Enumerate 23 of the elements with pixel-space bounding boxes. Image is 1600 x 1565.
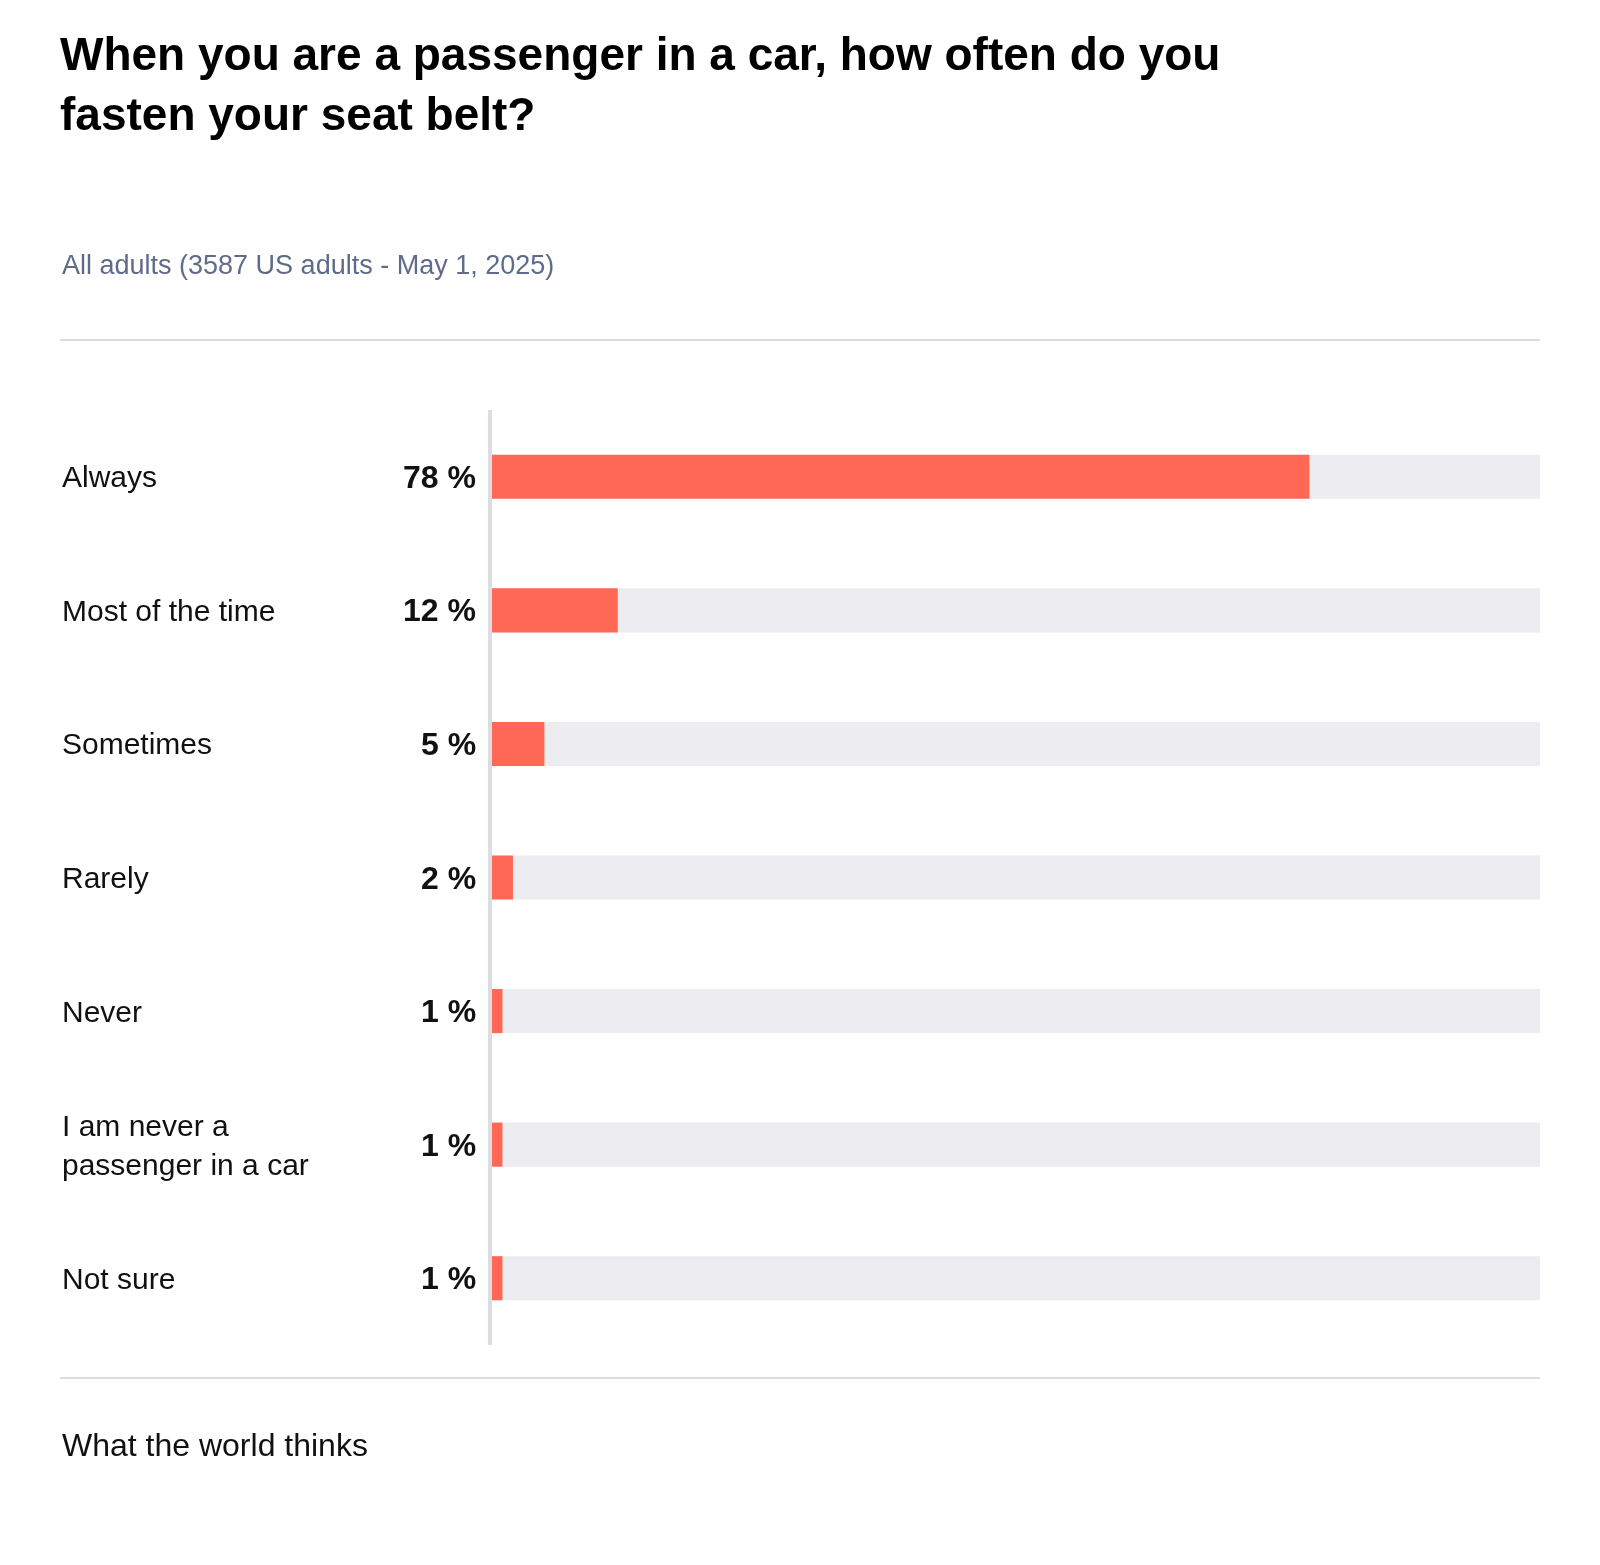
y-tick-label: I am never a passenger in a car	[62, 1109, 309, 1181]
bar	[492, 855, 513, 900]
data-label: 12 %	[403, 592, 476, 628]
y-tick-label: Sometimes	[62, 727, 213, 760]
chart-title: When you are a passenger in a car, how often do you fasten your seat belt?	[60, 28, 1221, 140]
text: What the world thinks	[62, 1427, 368, 1463]
y-tick-label: Always	[62, 460, 158, 493]
data-label: 5 %	[421, 726, 477, 762]
data-label: 1 %	[421, 1260, 477, 1296]
y-tick-label: Rarely	[62, 861, 149, 894]
y-tick-label: Not sure	[62, 1262, 176, 1295]
data-label: 1 %	[421, 1127, 477, 1163]
chart-subtitle: All adults (3587 US adults - May 1, 2025)	[62, 250, 555, 280]
data-label: 2 %	[421, 860, 477, 896]
bar	[492, 588, 618, 633]
bar	[492, 1122, 503, 1167]
y-tick-label: Most of the time	[62, 594, 276, 627]
data-label: 1 %	[421, 993, 477, 1029]
bar	[492, 989, 503, 1034]
bar	[492, 721, 545, 766]
bar	[492, 1256, 503, 1301]
data-label: 78 %	[403, 459, 476, 495]
y-tick-label: Never	[62, 995, 143, 1028]
